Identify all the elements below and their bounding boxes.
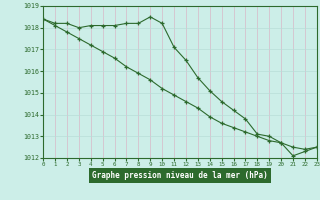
X-axis label: Graphe pression niveau de la mer (hPa): Graphe pression niveau de la mer (hPa) — [92, 171, 268, 180]
